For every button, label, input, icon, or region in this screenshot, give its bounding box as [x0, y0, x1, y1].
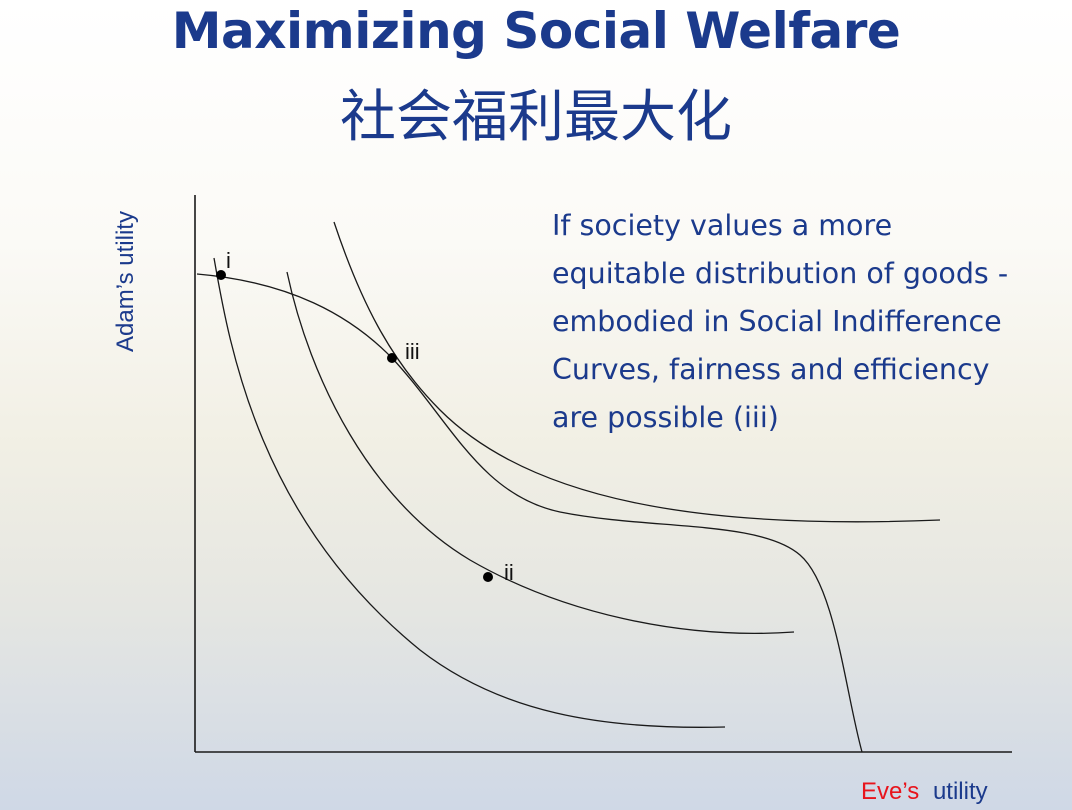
- indifference-curve-1: [213, 257, 726, 728]
- indifference-curve-2: [286, 271, 795, 634]
- point-i-marker: [216, 270, 226, 280]
- x-axis-label-eve: Eve’s: [861, 778, 919, 805]
- explanation-line: embodied in Social Indifference: [552, 305, 1002, 338]
- utility-possibility-frontier: [196, 273, 863, 753]
- point-iii-marker: [387, 353, 397, 363]
- explanation-line: Curves, fairness and efficiency: [552, 353, 990, 386]
- indifference-curve-3: [333, 221, 941, 523]
- x-axis-label: Eve’s utility: [861, 778, 988, 805]
- point-i-label: i: [226, 248, 231, 273]
- explanation-line: are possible (iii): [552, 401, 779, 434]
- point-ii-label: ii: [504, 560, 514, 585]
- x-axis-label-utility: utility: [933, 778, 988, 805]
- explanation-line: equitable distribution of goods -: [552, 257, 1009, 290]
- slide-title: Maximizing Social Welfare: [171, 2, 901, 60]
- point-iii-label: iii: [405, 339, 420, 364]
- slide-subtitle: 社会福利最大化: [340, 85, 732, 150]
- point-ii-marker: [483, 572, 493, 582]
- explanation-text: If society values a more equitable distr…: [552, 202, 1072, 442]
- explanation-line: If society values a more: [552, 209, 893, 242]
- y-axis-label: Adam’s utility: [112, 211, 139, 352]
